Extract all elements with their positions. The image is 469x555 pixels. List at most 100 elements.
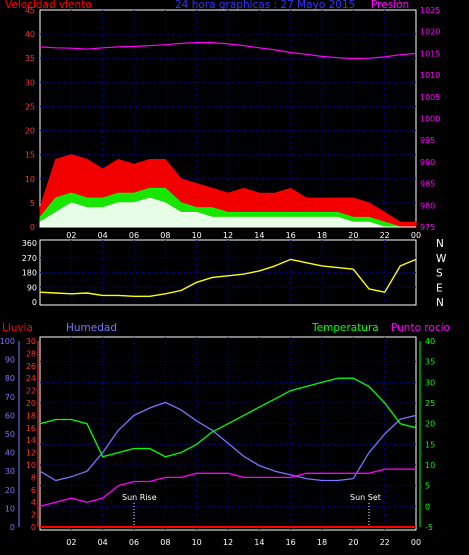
x-tick-label: 02 [66, 538, 76, 547]
temperature-y-tick: 35 [425, 358, 435, 367]
humidity-y-tick: 80 [5, 374, 15, 383]
wind-y-tick: 45 [25, 6, 35, 15]
x-tick-label: 12 [223, 538, 233, 547]
grid-lines [40, 10, 416, 530]
x-tick-label: 10 [192, 231, 202, 240]
humidity-y-tick: 30 [5, 467, 15, 476]
rain-y-tick: 18 [26, 411, 36, 420]
x-tick-label: 02 [66, 231, 76, 240]
pressure-y-tick: 1015 [420, 49, 440, 58]
rain-y-tick: 10 [26, 461, 36, 470]
temperature-y-tick: 30 [425, 378, 435, 387]
dewpoint-header: Punto rocío [391, 322, 450, 334]
wind-y-tick: 10 [25, 175, 35, 184]
x-tick-label: 20 [348, 231, 358, 240]
pressure-y-tick: 1025 [420, 6, 440, 15]
temperature-y-tick: 5 [425, 482, 430, 491]
direction-y-tick: 180 [22, 269, 37, 278]
sunset-label: Sun Set [350, 493, 381, 502]
rain-y-tick: 26 [26, 362, 36, 371]
pressure-header: Presión [371, 0, 409, 11]
rain-y-tick: 28 [26, 349, 36, 358]
temperature-y-tick: 25 [425, 399, 435, 408]
wind-y-tick: 0 [30, 223, 35, 232]
x-tick-label: 06 [129, 538, 139, 547]
date-subtitle: 24 hora graphicas : 27 Mayo 2015 [175, 0, 355, 11]
humidity-line [39, 401, 417, 482]
sunrise-label: Sun Rise [122, 493, 157, 502]
humidity-y-tick: 20 [5, 486, 15, 495]
humidity-y-tick: 60 [5, 411, 15, 420]
x-tick-label: 14 [254, 231, 264, 240]
pressure-y-tick: 1005 [420, 93, 440, 102]
x-tick-label: 04 [98, 231, 108, 240]
temperature-y-tick: 20 [425, 420, 435, 429]
x-tick-label: 04 [98, 538, 108, 547]
x-tick-label: 20 [348, 538, 358, 547]
wind-y-tick: 30 [25, 78, 35, 87]
dewpoint-line [39, 468, 416, 507]
humidity-y-tick: 0 [10, 523, 15, 532]
pressure-y-tick: 990 [420, 158, 435, 167]
humidity-y-tick: 10 [5, 504, 15, 513]
temperature-y-tick: 10 [425, 461, 435, 470]
wind-y-tick: 20 [25, 127, 35, 136]
rain-y-tick: 30 [26, 337, 36, 346]
humidity-y-tick: 90 [5, 356, 15, 365]
direction-y-tick: 360 [22, 239, 37, 248]
wind-y-tick: 25 [25, 102, 35, 111]
temperature-y-tick: 0 [425, 502, 430, 511]
humidity-y-tick: 70 [5, 393, 15, 402]
x-tick-label: 22 [380, 231, 390, 240]
x-tick-label: 10 [192, 538, 202, 547]
rain-y-tick: 4 [31, 498, 36, 507]
rain-y-tick: 20 [26, 399, 36, 408]
pressure-y-tick: 985 [420, 180, 435, 189]
direction-y-tick: 0 [32, 298, 37, 307]
rain-header: Lluvia [2, 322, 33, 334]
rain-y-tick: 8 [31, 473, 36, 482]
temperature-line [39, 377, 417, 458]
rain-y-tick: 22 [26, 387, 36, 396]
compass-label: N [436, 297, 444, 309]
pressure-y-tick: 1010 [420, 71, 440, 80]
rain-y-tick: 16 [26, 424, 36, 433]
pressure-line [39, 41, 417, 60]
wind-y-tick: 35 [25, 54, 35, 63]
x-tick-label: 00 [411, 538, 421, 547]
x-tick-label: 12 [223, 231, 233, 240]
pressure-y-tick: 1020 [420, 28, 440, 37]
humidity-y-tick: 50 [5, 430, 15, 439]
wind-speed-header: Velocidad viento [5, 0, 92, 11]
data-marks [39, 41, 417, 530]
pressure-y-tick: 1000 [420, 115, 440, 124]
pressure-y-tick: 995 [420, 136, 435, 145]
temperature-header: Temperatura [311, 322, 379, 334]
wind-y-tick: 40 [25, 30, 35, 39]
x-tick-label: 08 [160, 538, 170, 547]
pressure-y-tick: 975 [420, 223, 435, 232]
wind-y-tick: 15 [25, 151, 35, 160]
wind-y-tick: 5 [30, 199, 35, 208]
compass-label: E [436, 282, 443, 294]
x-tick-label: 06 [129, 231, 139, 240]
rain-y-tick: 24 [26, 374, 36, 383]
rain-y-tick: 14 [26, 436, 36, 445]
x-tick-label: 18 [317, 538, 327, 547]
humidity-y-tick: 40 [5, 449, 15, 458]
x-tick-label: 18 [317, 231, 327, 240]
x-tick-label: 16 [286, 538, 296, 547]
humidity-header: Humedad [66, 322, 117, 334]
x-tick-label: 16 [286, 231, 296, 240]
temperature-y-tick: 15 [425, 440, 435, 449]
rain-y-tick: 6 [31, 486, 36, 495]
wind-gust-area [39, 197, 416, 228]
compass-label: N [436, 238, 444, 250]
axis-labels: 0510152025303540459759809859909951000100… [0, 6, 447, 547]
x-tick-label: 22 [380, 538, 390, 547]
x-tick-label: 14 [254, 538, 264, 547]
direction-line [39, 258, 417, 297]
rain-y-tick: 0 [31, 523, 36, 532]
